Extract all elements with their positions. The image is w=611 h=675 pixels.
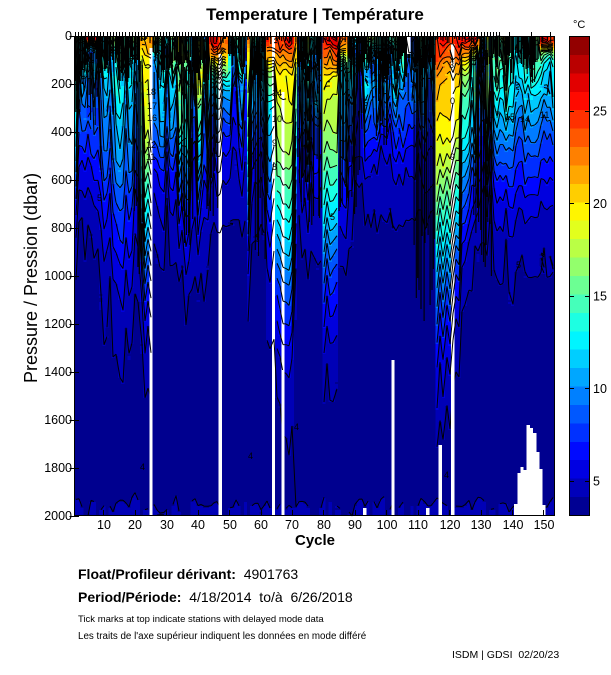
svg-text:11: 11	[540, 110, 549, 120]
svg-text:20: 20	[593, 197, 607, 211]
svg-text:4: 4	[294, 422, 299, 432]
svg-text:10: 10	[216, 70, 226, 80]
svg-text:8: 8	[272, 162, 277, 172]
svg-text:10: 10	[593, 382, 607, 396]
svg-text:15: 15	[593, 290, 607, 304]
svg-text:9: 9	[272, 138, 277, 148]
svg-text:4: 4	[444, 470, 449, 480]
svg-text:10: 10	[272, 114, 282, 124]
svg-text:5: 5	[97, 193, 102, 203]
svg-text:12: 12	[146, 140, 156, 150]
svg-text:15: 15	[505, 112, 515, 122]
svg-text:5: 5	[593, 475, 600, 489]
svg-text:15: 15	[216, 57, 226, 67]
svg-text:14: 14	[520, 114, 530, 124]
svg-text:4: 4	[248, 451, 253, 461]
svg-text:3: 3	[449, 60, 454, 70]
svg-text:5: 5	[516, 260, 521, 270]
svg-text:0: 0	[450, 96, 455, 106]
svg-text:17: 17	[147, 101, 157, 111]
svg-text:25: 25	[593, 105, 607, 119]
svg-text:18: 18	[146, 87, 156, 97]
svg-text:14: 14	[272, 88, 282, 98]
svg-text:17: 17	[490, 110, 500, 120]
svg-text:16: 16	[147, 113, 157, 123]
svg-text:5: 5	[363, 98, 368, 108]
svg-text:9: 9	[450, 152, 455, 162]
svg-text:11: 11	[146, 152, 155, 162]
svg-text:4: 4	[140, 462, 145, 472]
svg-text:5: 5	[330, 212, 335, 222]
svg-text:19: 19	[215, 46, 225, 56]
